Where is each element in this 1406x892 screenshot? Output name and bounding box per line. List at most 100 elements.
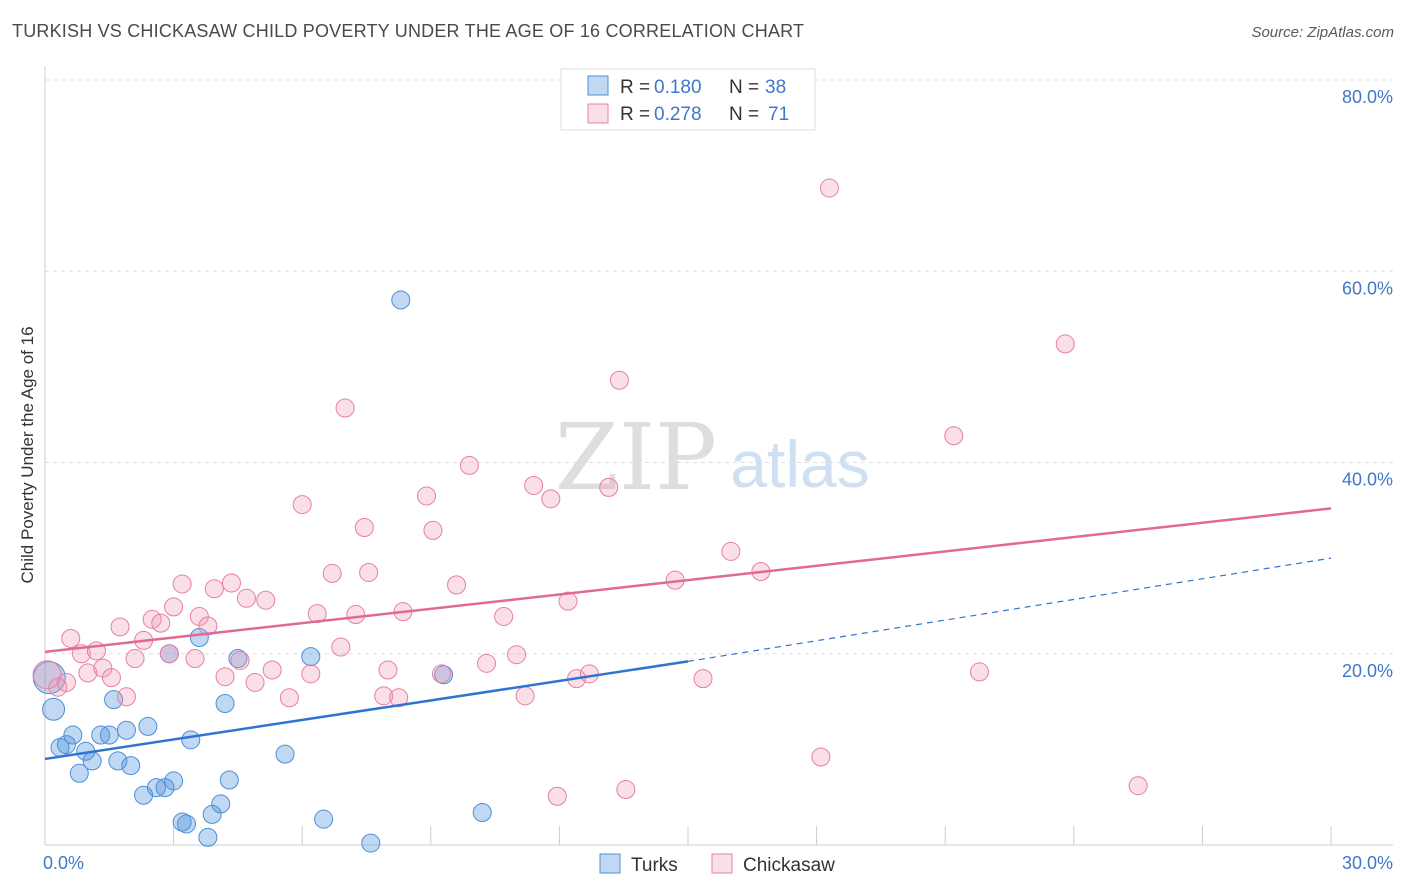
chickasaw-point <box>579 664 599 684</box>
chickasaw-point <box>185 649 205 669</box>
turks-trend-line <box>44 660 689 761</box>
turks-point <box>314 809 334 829</box>
legend-n-value: 71 <box>768 104 789 125</box>
watermark: ZIP atlas <box>555 404 870 511</box>
trend-layer <box>44 507 1332 761</box>
chickasaw-point <box>61 628 81 648</box>
chickasaw-point <box>331 637 351 657</box>
chickasaw-point <box>819 178 839 198</box>
chickasaw-point <box>389 688 409 708</box>
bottom-legend-swatch-chickasaw <box>711 853 733 874</box>
chickasaw-point <box>541 489 561 509</box>
chickasaw-point <box>721 541 741 561</box>
turks-point <box>99 725 119 745</box>
chickasaw-point <box>256 590 276 610</box>
turks-point <box>164 771 184 791</box>
chickasaw-point <box>48 677 68 697</box>
turks-point <box>275 744 295 764</box>
y-tick-label: 20.0% <box>1342 661 1393 681</box>
chickasaw-point <box>221 573 241 593</box>
turks-point <box>198 827 218 847</box>
turks-point <box>82 751 102 771</box>
chickasaw-point <box>172 574 192 594</box>
chickasaw-point <box>1128 776 1148 796</box>
chickasaw-point <box>230 650 250 670</box>
turks-point <box>69 763 89 783</box>
legend-n-value: 38 <box>765 77 786 98</box>
chickasaw-point <box>151 613 171 633</box>
turks-point <box>361 833 381 853</box>
chickasaw-point <box>599 477 619 497</box>
chickasaw-point <box>262 660 282 680</box>
turks-point <box>138 716 158 736</box>
legend-r-value: 0.278 <box>654 104 702 125</box>
turks-point <box>108 751 128 771</box>
legend-r-label: R = <box>620 77 650 98</box>
chickasaw-point <box>494 606 514 626</box>
chickasaw-point <box>322 563 342 583</box>
turks-point <box>391 290 411 310</box>
chickasaw-point <box>811 747 831 767</box>
source-credit: Source: ZipAtlas.com <box>1251 24 1394 41</box>
chickasaw-point <box>116 687 136 707</box>
chickasaw-point <box>616 780 636 800</box>
chickasaw-point <box>447 575 467 595</box>
turks-point <box>219 770 239 790</box>
chickasaw-point <box>609 370 629 390</box>
chickasaw-point <box>292 495 312 515</box>
y-tick-label: 60.0% <box>1342 278 1393 298</box>
turks-point <box>42 697 66 721</box>
chickasaw-point <box>279 688 299 708</box>
chickasaw-point <box>515 686 535 706</box>
chickasaw-point <box>215 667 235 687</box>
chickasaw-point <box>944 426 964 446</box>
legend-n-label: N = <box>729 104 759 125</box>
y-tick-label: 80.0% <box>1342 87 1393 107</box>
chickasaw-point <box>693 669 713 689</box>
watermark-atlas: atlas <box>730 427 869 501</box>
turks-point <box>472 802 492 822</box>
turks-point <box>121 756 141 776</box>
chickasaw-point <box>236 588 256 608</box>
watermark-zip: ZIP <box>555 404 717 511</box>
chickasaw-point <box>969 662 989 682</box>
chickasaw-point <box>301 664 321 684</box>
turks-point <box>56 735 76 755</box>
bottom-legend-swatch-turks <box>599 853 621 874</box>
chickasaw-trend-line <box>44 507 1332 654</box>
chickasaw-point <box>56 672 76 692</box>
legend-swatch-chickasaw <box>587 103 609 124</box>
chickasaw-point <box>78 663 98 683</box>
x-tick-label: 0.0% <box>43 853 84 873</box>
chickasaw-point <box>245 672 265 692</box>
chickasaw-point <box>198 616 218 636</box>
legend-n-label: N = <box>729 77 759 98</box>
y-tick-label: 40.0% <box>1342 470 1393 490</box>
bottom-legend-label-chickasaw: Chickasaw <box>743 855 835 876</box>
chickasaw-point <box>1055 334 1075 354</box>
grid-layer <box>45 79 1393 655</box>
legend-swatch-turks <box>587 75 609 96</box>
bottom-legend-label-turks: Turks <box>631 855 678 876</box>
legend-box <box>560 68 816 131</box>
chickasaw-point <box>547 786 567 806</box>
chickasaw-point <box>459 455 479 475</box>
chickasaw-point <box>204 579 224 599</box>
turks-point <box>301 647 321 667</box>
legend-r-value: 0.180 <box>654 77 702 98</box>
turks-point <box>176 814 196 834</box>
bottom-legend: Turks Chickasaw <box>599 853 835 876</box>
chickasaw-point <box>110 617 130 637</box>
x-tick-label: 30.0% <box>1342 853 1393 873</box>
chickasaw-point <box>101 668 121 688</box>
chickasaw-point <box>159 644 179 664</box>
turks-point <box>211 794 231 814</box>
chickasaw-point <box>477 653 497 673</box>
y-axis-label: Child Poverty Under the Age of 16 <box>18 326 37 583</box>
chickasaw-point <box>125 649 145 669</box>
turks-trend-extension <box>687 557 1332 662</box>
chickasaw-point <box>346 605 366 625</box>
chickasaw-point <box>507 645 527 665</box>
points-layer <box>32 178 1148 853</box>
